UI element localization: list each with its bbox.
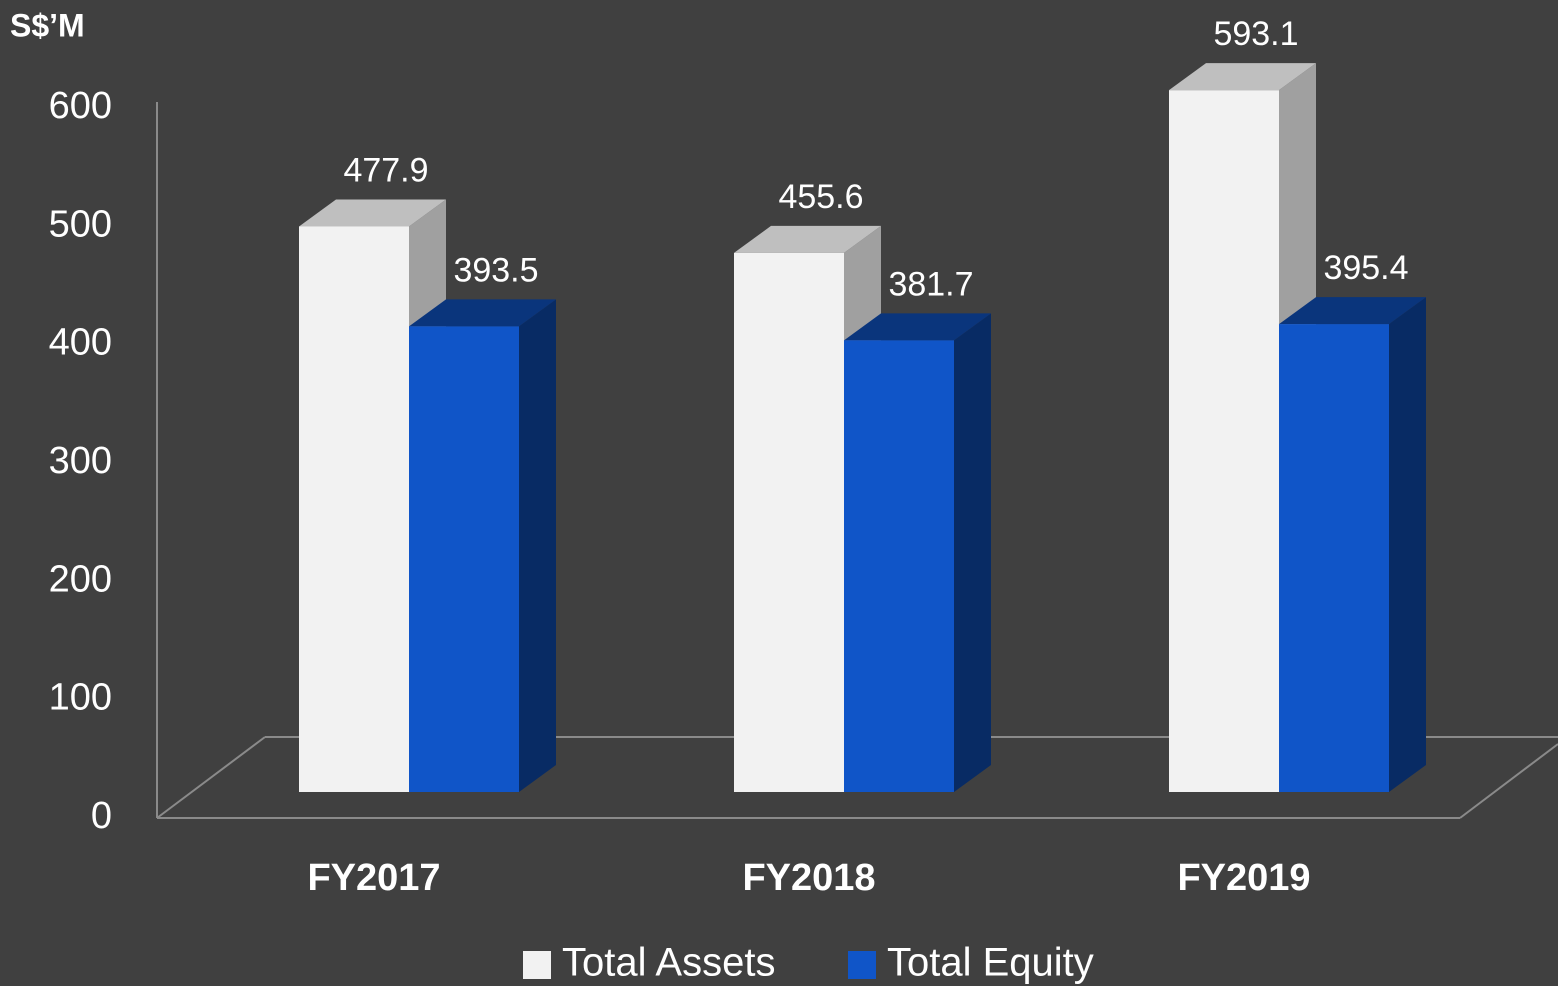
value-label: 395.4 bbox=[1323, 249, 1408, 287]
floor-side-edge bbox=[156, 736, 266, 819]
bar bbox=[409, 326, 519, 792]
bar-top bbox=[299, 199, 446, 227]
bar bbox=[734, 252, 844, 792]
value-label: 455.6 bbox=[778, 178, 863, 216]
x-tick-label: FY2018 bbox=[742, 857, 875, 899]
bar-top bbox=[409, 299, 556, 327]
y-tick-label: 0 bbox=[91, 795, 112, 837]
y-tick-label: 500 bbox=[49, 203, 112, 245]
y-axis-label: S$’M bbox=[10, 7, 85, 43]
bar-side bbox=[1389, 297, 1426, 792]
y-tick-label: 300 bbox=[49, 440, 112, 482]
bar bbox=[844, 340, 954, 792]
y-tick-label: 600 bbox=[49, 85, 112, 127]
legend-label: Total Equity bbox=[887, 941, 1094, 985]
legend-label: Total Assets bbox=[562, 941, 775, 985]
value-label: 381.7 bbox=[888, 265, 973, 303]
y-tick-label: 400 bbox=[49, 322, 112, 364]
bar-side bbox=[954, 313, 991, 792]
y-tick-label: 100 bbox=[49, 677, 112, 719]
bar-top bbox=[734, 225, 881, 253]
bar-top bbox=[844, 313, 991, 341]
bar-top bbox=[1279, 297, 1426, 325]
x-tick-label: FY2017 bbox=[307, 857, 440, 899]
value-label: 593.1 bbox=[1213, 15, 1298, 53]
bar bbox=[1169, 90, 1279, 793]
legend-swatch bbox=[523, 951, 551, 979]
legend-swatch bbox=[848, 951, 876, 979]
value-label: 393.5 bbox=[453, 251, 538, 289]
x-tick-label: FY2019 bbox=[1177, 857, 1310, 899]
bar bbox=[1279, 324, 1389, 792]
bar-top bbox=[1169, 63, 1316, 91]
value-label: 477.9 bbox=[343, 151, 428, 189]
bar bbox=[299, 226, 409, 793]
floor-side-edge bbox=[1459, 743, 1558, 819]
y-tick-label: 200 bbox=[49, 558, 112, 600]
bar-side bbox=[519, 299, 556, 792]
